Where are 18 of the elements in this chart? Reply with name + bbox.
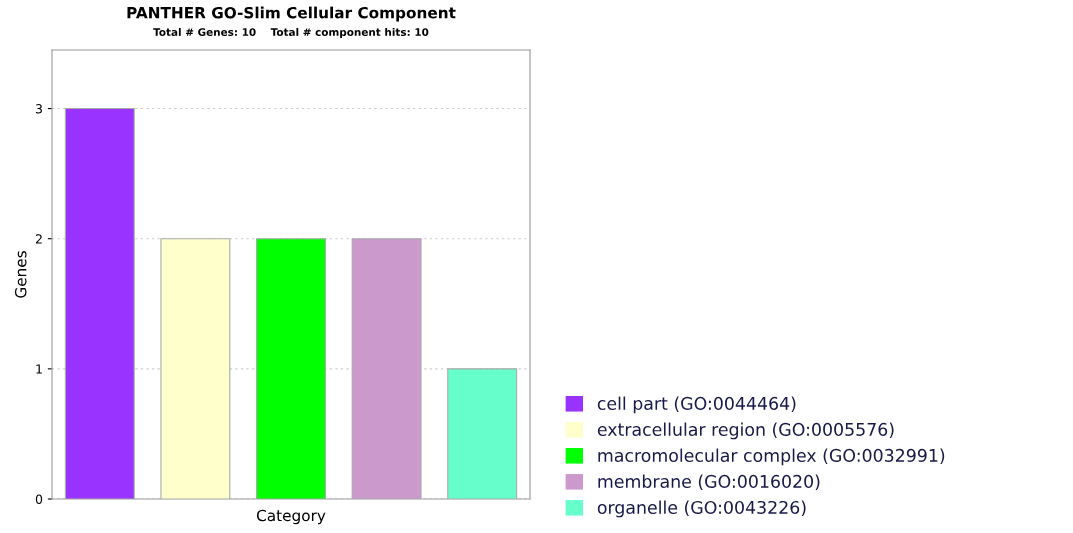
x-axis-title: Category <box>256 509 326 525</box>
chart-subtitle: Total # Genes: 10 Total # component hits: 10 <box>153 27 429 39</box>
y-tick-label: 0 <box>35 494 43 504</box>
chart-title: PANTHER GO-Slim Cellular Component <box>127 6 456 22</box>
bar <box>64 108 135 499</box>
legend-label: extracellular region (GO:0005576) <box>597 422 894 440</box>
legend-label: organelle (GO:0043226) <box>597 500 806 518</box>
bar <box>256 238 326 499</box>
legend-label: cell part (GO:0044464) <box>597 396 796 414</box>
y-tick-label: 2 <box>35 234 42 244</box>
y-tick-label: 1 <box>36 364 42 374</box>
legend-label: membrane (GO:0016020) <box>598 474 820 491</box>
bar <box>160 238 231 499</box>
bar <box>351 238 422 499</box>
bar <box>447 368 518 499</box>
y-axis-title: Genes <box>14 251 27 298</box>
y-tick-label: 3 <box>35 104 42 114</box>
legend-label: macromolecular complex (GO:0032991) <box>598 448 945 466</box>
